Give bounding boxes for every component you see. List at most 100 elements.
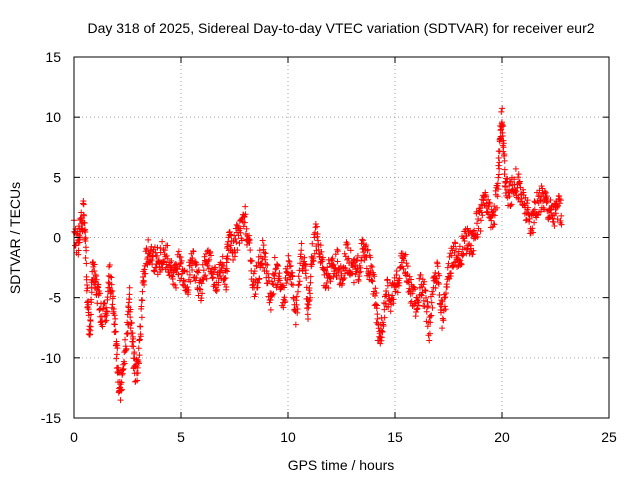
data-point	[451, 259, 458, 266]
data-point	[495, 171, 502, 178]
data-point	[501, 151, 508, 158]
data-point	[184, 284, 191, 291]
data-point	[250, 270, 257, 277]
data-point	[458, 261, 465, 268]
data-point	[419, 283, 426, 290]
data-point	[122, 336, 129, 343]
data-point	[558, 212, 565, 219]
data-point	[138, 314, 145, 321]
data-point	[224, 256, 231, 263]
data-point	[301, 254, 308, 261]
data-point	[169, 275, 176, 282]
data-point	[495, 186, 502, 193]
data-point	[83, 260, 90, 267]
data-point	[80, 212, 87, 219]
data-point	[557, 197, 564, 204]
data-point	[181, 278, 188, 285]
data-point	[123, 345, 130, 352]
data-point	[142, 270, 149, 277]
data-point	[247, 247, 254, 254]
data-point	[112, 315, 119, 322]
data-point	[384, 276, 391, 283]
data-point	[507, 178, 514, 185]
data-point	[368, 262, 375, 269]
data-point	[413, 309, 420, 316]
data-point	[270, 290, 277, 297]
data-point	[503, 175, 510, 182]
data-point	[436, 272, 443, 279]
data-point	[120, 365, 127, 372]
data-point	[429, 291, 436, 298]
data-point	[543, 199, 550, 206]
data-point	[118, 386, 125, 393]
data-point	[291, 307, 298, 314]
data-point	[186, 271, 193, 278]
data-point	[396, 275, 403, 282]
data-point	[200, 267, 207, 274]
data-point	[488, 217, 495, 224]
data-point	[168, 272, 175, 279]
data-point	[101, 300, 108, 307]
data-point	[154, 252, 161, 259]
data-point	[237, 229, 244, 236]
data-point	[251, 268, 258, 275]
data-point	[91, 268, 98, 275]
data-point	[372, 292, 379, 299]
data-point	[212, 264, 219, 271]
data-point	[530, 229, 537, 236]
x-tick-label: 25	[601, 429, 617, 445]
data-point	[161, 247, 168, 254]
data-point	[369, 263, 376, 270]
data-point	[330, 261, 337, 268]
data-point	[347, 247, 354, 254]
data-point	[415, 302, 422, 309]
data-point	[311, 234, 318, 241]
data-point	[305, 298, 312, 305]
data-point	[383, 303, 390, 310]
data-point	[109, 288, 116, 295]
data-point	[445, 260, 452, 267]
data-point	[342, 264, 349, 271]
data-point	[111, 312, 118, 319]
data-point	[356, 273, 363, 280]
data-point	[557, 217, 564, 224]
data-point	[556, 200, 563, 207]
data-point	[294, 288, 301, 295]
data-point	[87, 311, 94, 318]
data-point	[381, 306, 388, 313]
data-point	[341, 250, 348, 257]
data-point	[180, 277, 187, 284]
data-point	[474, 220, 481, 227]
data-point	[85, 306, 92, 313]
data-point	[485, 196, 492, 203]
data-point	[380, 322, 387, 329]
data-point	[380, 300, 387, 307]
data-point	[205, 258, 212, 265]
data-point	[186, 262, 193, 269]
data-point	[204, 262, 211, 269]
data-point	[157, 249, 164, 256]
data-point	[137, 333, 144, 340]
data-point	[344, 256, 351, 263]
data-point	[444, 284, 451, 291]
data-point	[515, 174, 522, 181]
data-point	[302, 261, 309, 268]
data-point	[75, 247, 82, 254]
data-point	[535, 212, 542, 219]
data-point	[428, 299, 435, 306]
data-point	[494, 180, 501, 187]
chart-title: Day 318 of 2025, Sidereal Day-to-day VTE…	[87, 20, 594, 36]
data-point	[500, 140, 507, 147]
data-point	[426, 337, 433, 344]
data-point	[233, 221, 240, 228]
data-point	[310, 258, 317, 265]
data-point	[452, 240, 459, 247]
data-point	[202, 250, 209, 257]
data-point	[515, 171, 522, 178]
data-point	[287, 262, 294, 269]
data-point	[260, 242, 267, 249]
data-point	[80, 201, 87, 208]
data-point	[178, 257, 185, 264]
data-point	[81, 219, 88, 226]
axis-ticks: 0 5 10 15 20 25 -15 -10 -5 0 5 10 15	[41, 49, 617, 445]
